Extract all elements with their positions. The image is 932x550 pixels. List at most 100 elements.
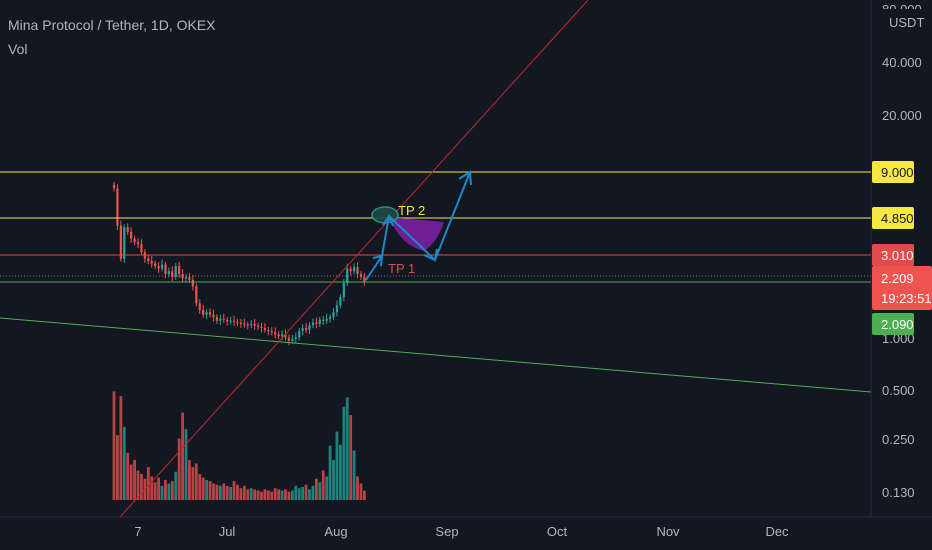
x-tick-label: Nov xyxy=(656,524,680,539)
candle-body xyxy=(284,334,287,338)
volume-bar xyxy=(263,489,267,500)
candle-body xyxy=(219,318,222,321)
candle-body xyxy=(287,337,291,341)
candle-body xyxy=(342,283,345,298)
candle-body xyxy=(304,328,308,330)
arrow-head-tp1 xyxy=(372,254,384,267)
annotation-tp1[interactable]: TP 1 xyxy=(388,261,415,276)
volume-bar xyxy=(181,412,184,500)
candle-body xyxy=(311,322,315,326)
volume-bar xyxy=(160,485,164,500)
candle-body xyxy=(280,334,284,337)
volume-bar xyxy=(304,484,308,500)
candle-body xyxy=(339,297,342,306)
volume-bar xyxy=(284,489,287,500)
arrow-head-dip xyxy=(423,248,438,262)
candle-body xyxy=(335,305,339,313)
candle-body xyxy=(116,188,119,226)
volume-bar xyxy=(280,490,284,500)
chart-title[interactable]: Mina Protocol / Tether, 1D, OKEX xyxy=(8,17,216,33)
candle-body xyxy=(123,227,126,259)
volume-bar xyxy=(332,459,335,500)
candle-body xyxy=(322,319,325,321)
candle-body xyxy=(167,271,170,275)
volume-bar xyxy=(184,429,188,500)
y-tick-label: 0.130 xyxy=(882,485,915,500)
candle-body xyxy=(236,321,239,323)
candle-body xyxy=(136,242,140,245)
volume-bar xyxy=(249,488,253,500)
x-tick-label: Jul xyxy=(219,524,236,539)
volume-indicator-label[interactable]: Vol xyxy=(8,41,28,57)
candle-body xyxy=(246,324,249,326)
price-badge-9 xyxy=(872,161,914,183)
candle-body xyxy=(212,314,215,318)
candle-body xyxy=(130,231,133,239)
volume-bar xyxy=(236,484,239,500)
candle-body xyxy=(202,309,205,315)
candle-body xyxy=(208,312,212,315)
volume-bar xyxy=(242,485,246,500)
last-price-badge xyxy=(872,266,932,310)
volume-bar xyxy=(208,481,212,500)
volume-bar xyxy=(164,479,167,500)
candle-body xyxy=(157,265,160,269)
price-badge-3-01-text: 3.010 xyxy=(881,248,914,263)
candle-body xyxy=(188,276,191,280)
volume-bar xyxy=(246,489,250,500)
last-price-text: 2.209 xyxy=(881,271,914,286)
candle-body xyxy=(308,325,311,330)
candle-body xyxy=(277,334,280,337)
price-badge-9-text: 9.000 xyxy=(881,165,914,180)
candle-body xyxy=(119,225,122,259)
candle-body xyxy=(229,320,232,322)
candle-body xyxy=(260,326,263,329)
x-tick-label: 7 xyxy=(134,524,141,539)
support-trendline[interactable] xyxy=(0,317,872,393)
candle-body xyxy=(250,324,253,326)
candle-body xyxy=(126,227,129,232)
volume-bar xyxy=(359,483,363,500)
y-tick-label: 0.500 xyxy=(882,383,915,398)
volume-bar xyxy=(150,476,154,500)
price-badge-4-85-text: 4.850 xyxy=(881,211,914,226)
volume-bar xyxy=(212,483,215,500)
volume-bar xyxy=(157,477,160,500)
arrow-head-target xyxy=(458,170,472,186)
volume-bar xyxy=(308,489,311,500)
volume-bar xyxy=(345,397,349,500)
price-axis[interactable]: 80.000 USDT 40.000 20.000 1.000 0.500 0.… xyxy=(872,2,932,500)
volume-bar xyxy=(270,491,274,500)
volume-bar xyxy=(256,490,260,500)
volume-bar xyxy=(112,391,116,500)
volume-bar xyxy=(349,415,353,500)
candle-body xyxy=(222,318,225,320)
volume-bar xyxy=(297,488,301,500)
cup-shape[interactable] xyxy=(389,217,444,251)
candle-body xyxy=(328,317,332,319)
candle-body xyxy=(154,263,157,266)
volume-bar xyxy=(188,459,191,500)
countdown-text: 19:23:51 xyxy=(881,291,932,306)
volume-bar xyxy=(222,483,226,500)
candle-body xyxy=(318,319,321,325)
volume-bar xyxy=(201,477,205,500)
candle-body xyxy=(315,322,318,325)
candle-body xyxy=(198,303,201,310)
annotation-tp2[interactable]: TP 2 xyxy=(398,203,425,218)
volume-bar xyxy=(122,426,126,500)
time-axis[interactable]: 7 Jul Aug Sep Oct Nov Dec xyxy=(134,524,789,539)
volume-bar xyxy=(140,474,143,500)
candle-body xyxy=(174,265,177,277)
volume-bar xyxy=(167,483,171,500)
x-tick-label: Dec xyxy=(765,524,789,539)
resistance-trendline[interactable] xyxy=(119,0,589,518)
volume-bar xyxy=(205,479,209,500)
volume-bar xyxy=(362,490,366,500)
candle-body xyxy=(205,312,208,315)
candle-body xyxy=(181,274,184,279)
volume-bar xyxy=(356,476,359,500)
candle-body xyxy=(226,319,229,322)
